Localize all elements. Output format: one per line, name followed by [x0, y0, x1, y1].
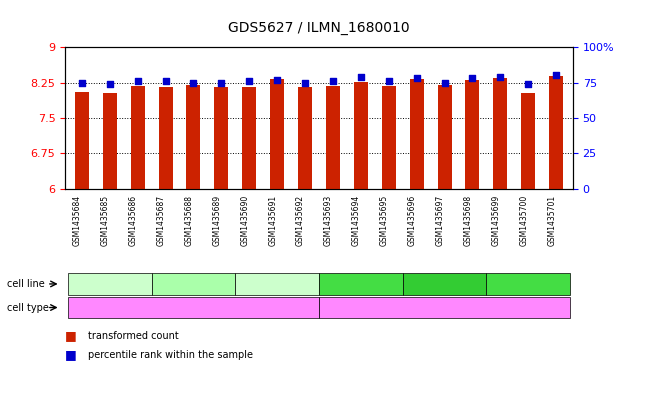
- Text: GSM1435699: GSM1435699: [492, 195, 501, 246]
- Text: Panc1: Panc1: [514, 279, 543, 289]
- Point: [132, 78, 143, 84]
- Text: GSM1435695: GSM1435695: [380, 195, 389, 246]
- Bar: [186, 85, 201, 189]
- Point: [244, 78, 255, 84]
- Bar: [409, 79, 424, 189]
- Text: MiaPaCa2: MiaPaCa2: [421, 279, 469, 289]
- Text: GSM1435684: GSM1435684: [73, 195, 82, 246]
- Bar: [298, 87, 312, 189]
- Text: GSM1435697: GSM1435697: [436, 195, 445, 246]
- Text: GSM1435696: GSM1435696: [408, 195, 417, 246]
- Point: [300, 79, 311, 86]
- Text: SU8686: SU8686: [342, 279, 380, 289]
- Bar: [214, 87, 229, 189]
- Text: GSM1435692: GSM1435692: [296, 195, 305, 246]
- Point: [439, 79, 450, 86]
- Point: [216, 79, 227, 86]
- Text: dasatinib-sensitive pancreatic cancer cells: dasatinib-sensitive pancreatic cancer ce…: [97, 303, 290, 312]
- Bar: [242, 87, 256, 189]
- Bar: [326, 86, 340, 189]
- Point: [327, 78, 338, 84]
- Text: GSM1435698: GSM1435698: [464, 195, 473, 246]
- Text: GSM1435701: GSM1435701: [547, 195, 556, 246]
- Point: [355, 74, 366, 80]
- Bar: [75, 92, 89, 189]
- Text: GSM1435687: GSM1435687: [156, 195, 165, 246]
- Point: [467, 75, 478, 81]
- Text: GSM1435685: GSM1435685: [101, 195, 110, 246]
- Text: ■: ■: [65, 329, 77, 343]
- Point: [272, 77, 283, 83]
- Text: ■: ■: [65, 348, 77, 362]
- Text: percentile rank within the sample: percentile rank within the sample: [88, 350, 253, 360]
- Text: GSM1435690: GSM1435690: [240, 195, 249, 246]
- Text: cell line: cell line: [7, 279, 44, 289]
- Bar: [270, 79, 284, 189]
- Bar: [103, 94, 117, 189]
- Bar: [465, 80, 479, 189]
- Point: [160, 78, 171, 84]
- Text: Panc0403: Panc0403: [86, 279, 133, 289]
- Text: Panc1005: Panc1005: [253, 279, 301, 289]
- Text: GSM1435689: GSM1435689: [212, 195, 221, 246]
- Text: GSM1435694: GSM1435694: [352, 195, 361, 246]
- Bar: [159, 87, 173, 189]
- Text: GSM1435700: GSM1435700: [519, 195, 528, 246]
- Bar: [521, 94, 535, 189]
- Text: GSM1435688: GSM1435688: [184, 195, 193, 246]
- Bar: [131, 86, 145, 189]
- Point: [383, 78, 394, 84]
- Bar: [354, 82, 368, 189]
- Text: GSM1435693: GSM1435693: [324, 195, 333, 246]
- Text: GSM1435691: GSM1435691: [268, 195, 277, 246]
- Bar: [381, 86, 396, 189]
- Point: [411, 75, 422, 81]
- Point: [188, 79, 199, 86]
- Point: [551, 72, 561, 79]
- Point: [77, 79, 87, 86]
- Text: cell type: cell type: [7, 303, 48, 312]
- Text: GSM1435686: GSM1435686: [129, 195, 137, 246]
- Text: dasatinib-resistant pancreatic cancer cells: dasatinib-resistant pancreatic cancer ce…: [348, 303, 540, 312]
- Text: Panc0504: Panc0504: [169, 279, 217, 289]
- Bar: [549, 76, 563, 189]
- Text: GDS5627 / ILMN_1680010: GDS5627 / ILMN_1680010: [229, 21, 409, 35]
- Point: [105, 81, 115, 87]
- Text: transformed count: transformed count: [88, 331, 178, 341]
- Bar: [437, 85, 452, 189]
- Point: [523, 81, 533, 87]
- Bar: [493, 78, 507, 189]
- Point: [495, 74, 506, 80]
